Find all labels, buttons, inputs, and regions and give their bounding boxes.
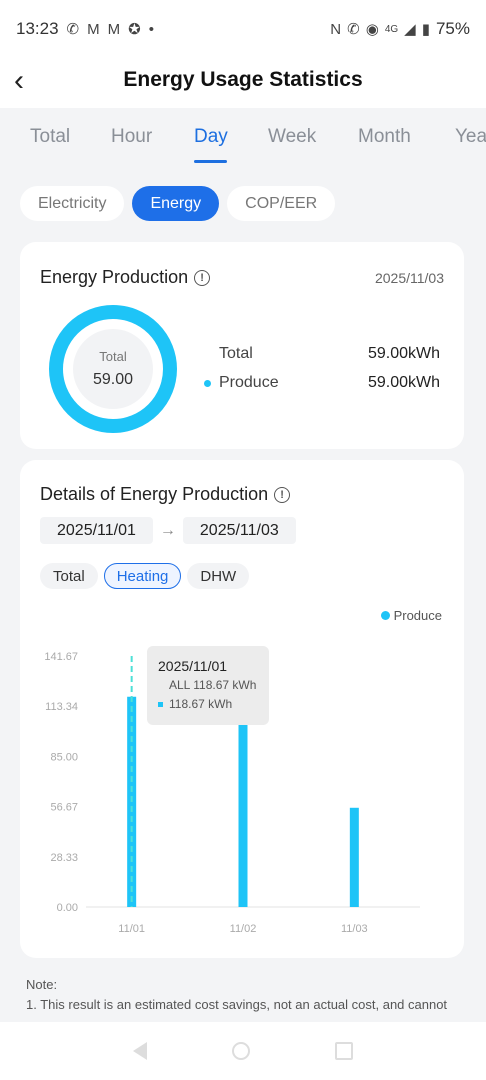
- details-card: Details of Energy Production ! 2025/11/0…: [20, 460, 464, 958]
- y-tick-label: 56.67: [50, 802, 78, 814]
- summary-row-total: Total 59.00kWh: [204, 345, 440, 363]
- pill-energy[interactable]: Energy: [132, 186, 220, 221]
- tooltip-series-value: 118.67 kWh: [169, 697, 233, 711]
- nav-back-icon[interactable]: [132, 1042, 147, 1060]
- donut-value: 59.00: [92, 371, 134, 388]
- y-tick-label: 141.67: [44, 651, 78, 663]
- y-tick-label: 0.00: [57, 902, 78, 914]
- period-tabs: Total Hour Day Week Month Yea: [0, 108, 486, 164]
- summary-row-produce-label: Produce: [219, 374, 279, 391]
- status-bar: 13:23 ✆ M M ✪ • N ✆ ◉ 4G ◢ ▮ 75%: [0, 0, 486, 58]
- app-icon: ✪: [128, 21, 141, 38]
- tooltip-series: 118.67 kWh: [158, 697, 258, 711]
- energy-production-title: Energy Production !: [40, 267, 211, 288]
- wifi-icon: ◉: [365, 21, 379, 38]
- tooltip-series-marker: [158, 701, 163, 707]
- note-section: Note: 1. This result is an estimated cos…: [26, 975, 466, 1015]
- nav-home-icon[interactable]: [231, 1042, 250, 1060]
- page-title: Energy Usage Statistics: [123, 68, 363, 91]
- y-tick-label: 28.33: [50, 852, 78, 864]
- subtab-total[interactable]: Total: [40, 563, 98, 589]
- info-icon[interactable]: !: [194, 269, 211, 286]
- whatsapp-icon: ✆: [66, 21, 80, 38]
- nfc-icon: N: [330, 20, 342, 38]
- note-title: Note:: [26, 977, 58, 992]
- bar-chart: 0.00 28.33 56.67 85.00 113.34 141.67 11/01 11/0…: [44, 651, 420, 935]
- end-date-field[interactable]: 2025/11/03: [182, 517, 296, 544]
- donut-label: Total: [99, 349, 127, 364]
- x-tick-label: 11/01: [118, 923, 145, 935]
- tab-year[interactable]: Yea: [455, 126, 486, 147]
- active-tab-indicator: [194, 160, 227, 163]
- summary-row-produce: Produce 59.00kWh: [204, 374, 440, 392]
- battery-level: 75%: [435, 19, 470, 38]
- y-tick-label: 85.00: [50, 751, 78, 763]
- detail-subtabs: Total Heating DHW: [40, 563, 250, 589]
- call-icon: ✆: [347, 21, 360, 38]
- signal-icon: ◢: [404, 21, 416, 38]
- chart-bar[interactable]: [238, 722, 248, 907]
- pill-electricity[interactable]: Electricity: [20, 186, 125, 221]
- produce-dot-icon: [204, 380, 211, 387]
- nav-recent-icon[interactable]: [335, 1042, 354, 1060]
- details-title: Details of Energy Production !: [40, 484, 291, 505]
- summary-row-total-label: Total: [219, 345, 253, 362]
- tab-month[interactable]: Month: [358, 126, 411, 147]
- back-arrow-icon[interactable]: ‹: [14, 64, 24, 97]
- donut-ring: [49, 305, 177, 433]
- start-date-field[interactable]: 2025/11/01: [40, 517, 153, 544]
- x-tick-label: 11/03: [341, 923, 368, 935]
- tooltip-all: ALL 118.67 kWh: [169, 678, 257, 692]
- status-time: 13:23: [16, 19, 59, 38]
- donut-chart: [49, 305, 177, 433]
- dot-icon: •: [148, 20, 154, 38]
- summary-row-total-value: 59.00kWh: [367, 345, 440, 362]
- network-label: 4G: [384, 23, 399, 35]
- chart-legend: Produce: [380, 608, 442, 623]
- subtab-heating[interactable]: Heating: [103, 563, 182, 589]
- chart-tooltip: 2025/11/01 ALL 118.67 kWh 118.67 kWh: [147, 646, 269, 725]
- gmail-icon: M: [87, 20, 100, 38]
- legend-label: Produce: [393, 608, 442, 623]
- metric-pills: Electricity Energy COP/EER: [20, 186, 336, 221]
- tooltip-date: 2025/11/01: [158, 658, 228, 674]
- donut-center: [73, 329, 153, 409]
- tab-total[interactable]: Total: [30, 126, 71, 147]
- battery-icon: ▮: [421, 21, 430, 38]
- legend-dot-icon: [380, 611, 390, 620]
- gmail-icon-2: M: [107, 20, 121, 38]
- tab-hour[interactable]: Hour: [111, 126, 153, 147]
- summary-row-produce-value: 59.00kWh: [367, 374, 440, 391]
- x-tick-label: 11/02: [230, 923, 257, 935]
- tab-week[interactable]: Week: [268, 126, 317, 147]
- range-arrow-icon: →: [159, 521, 176, 539]
- details-info-icon[interactable]: !: [274, 486, 291, 503]
- energy-production-card: Energy Production ! 2025/11/03 Total 59.…: [20, 242, 464, 449]
- tab-day[interactable]: Day: [194, 126, 228, 147]
- chart-bar[interactable]: [349, 807, 359, 907]
- energy-production-title-text: Energy Production: [40, 267, 189, 287]
- note-line-1: 1. This result is an estimated cost savi…: [26, 997, 448, 1012]
- app-header: ‹ Energy Usage Statistics: [0, 58, 486, 108]
- date-range: 2025/11/01 → 2025/11/03: [40, 517, 296, 544]
- system-nav-bar: [0, 1022, 486, 1080]
- details-title-text: Details of Energy Production: [40, 484, 269, 504]
- pill-cop-eer[interactable]: COP/EER: [227, 186, 336, 221]
- subtab-dhw[interactable]: DHW: [187, 563, 250, 589]
- summary-date: 2025/11/03: [374, 270, 444, 286]
- y-tick-label: 113.34: [45, 701, 78, 713]
